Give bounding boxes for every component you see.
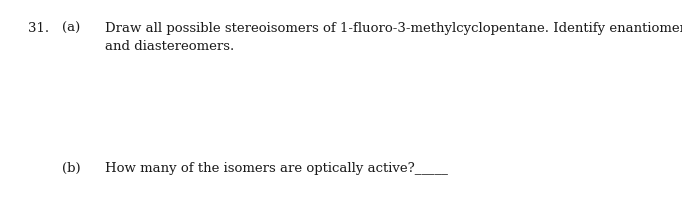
Text: Draw all possible stereoisomers of 1-fluoro-3-methylcyclopentane. Identify enant: Draw all possible stereoisomers of 1-flu… [105, 22, 682, 35]
Text: and diastereomers.: and diastereomers. [105, 41, 234, 53]
Text: How many of the isomers are optically active?_____: How many of the isomers are optically ac… [105, 162, 448, 175]
Text: 31.: 31. [28, 22, 49, 35]
Text: (b): (b) [62, 162, 80, 175]
Text: (a): (a) [62, 22, 80, 35]
